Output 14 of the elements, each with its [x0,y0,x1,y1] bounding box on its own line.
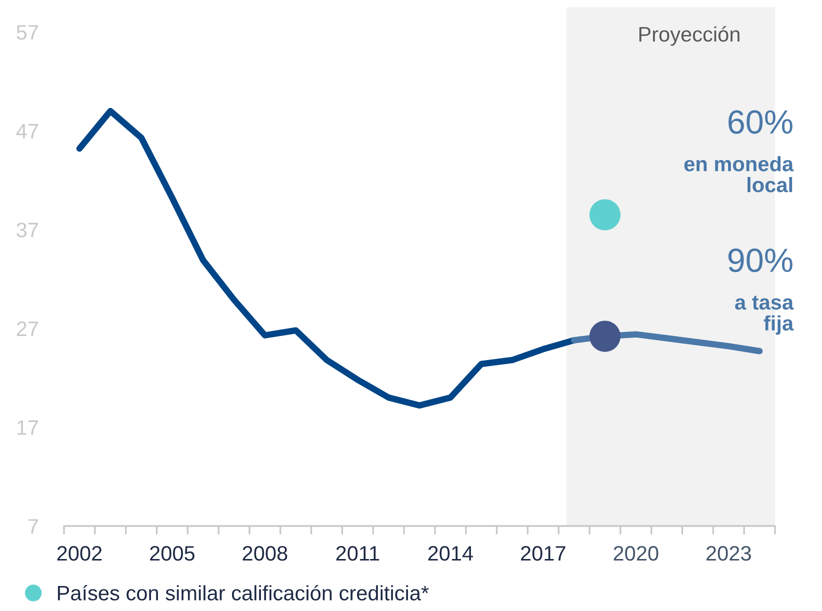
x-tick-label: 2008 [242,546,288,561]
annotation: 90% [728,248,792,272]
annotation: en moneda local [684,156,794,192]
x-tick-label: 2017 [521,546,566,561]
x-tick-label: 2005 [150,546,194,561]
x-tick-label: 2020 [614,546,658,561]
legend-label: Países con similar calificación crediticia* [58,584,429,600]
x-tick-label: 2002 [57,546,102,561]
x-tick-label: 2023 [706,546,751,561]
band-label: Proyección [639,26,740,46]
annotation: a tasa fija [735,296,794,335]
x-tick-label: 2014 [428,546,473,561]
x-tick-label: 2011 [336,546,380,561]
annotation: 60% [728,110,792,134]
